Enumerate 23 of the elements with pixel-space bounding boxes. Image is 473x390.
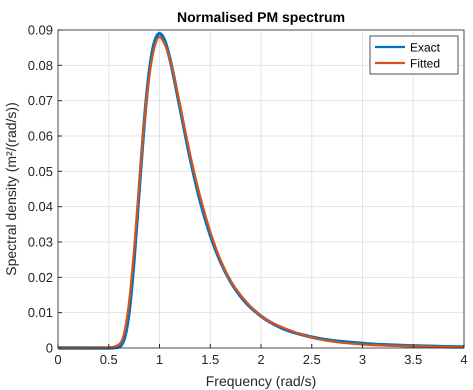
- legend-label: Fitted: [410, 56, 440, 70]
- x-tick-label: 3: [358, 352, 366, 367]
- y-tick-label: 0.02: [28, 270, 53, 285]
- y-tick-label: 0.06: [28, 128, 53, 144]
- x-tick-label: 4: [460, 352, 468, 367]
- y-tick-label: 0.05: [28, 164, 53, 179]
- y-tick-label: 0.08: [28, 58, 53, 73]
- y-tick-label: 0.04: [28, 199, 53, 214]
- x-axis-title: Frequency (rad/s): [206, 373, 316, 389]
- y-tick-label: 0.07: [28, 93, 53, 108]
- x-tick-label: 1: [156, 352, 164, 367]
- x-tick-label: 0.5: [100, 352, 118, 367]
- y-axis-title: Spectral density (m²/(rad/s)): [3, 102, 19, 276]
- y-tick-label: 0.01: [28, 305, 53, 320]
- x-tick-label: 3.5: [404, 352, 422, 367]
- chart-title: Normalised PM spectrum: [176, 9, 346, 25]
- legend-label: Exact: [410, 40, 441, 54]
- y-tick-label: 0.09: [28, 22, 53, 38]
- y-tick-label: 0.03: [28, 234, 53, 250]
- y-tick-label: 0: [46, 340, 53, 356]
- x-tick-label: 1.5: [201, 352, 220, 367]
- x-tick-label: 2: [257, 352, 265, 367]
- x-tick-label: 2.5: [302, 352, 321, 367]
